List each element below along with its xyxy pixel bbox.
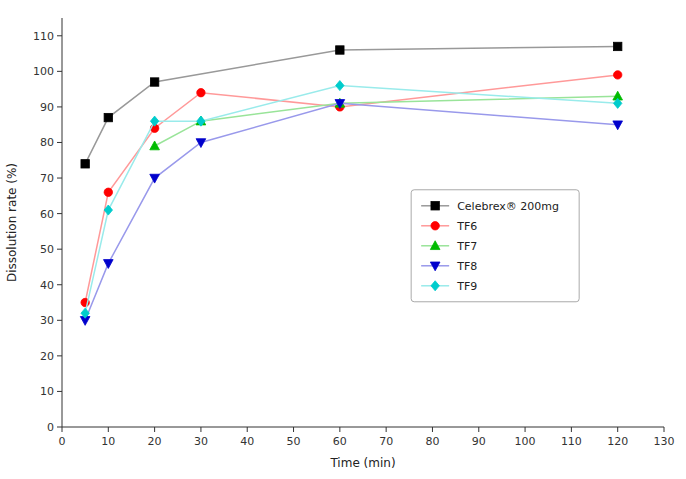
y-tick [57,249,62,250]
legend-marker [431,222,439,230]
x-tick-label: 110 [561,435,582,448]
x-tick [617,427,618,432]
point [197,116,205,126]
y-tick-label: 100 [33,65,54,78]
legend-marker [431,202,439,210]
x-tick [154,427,155,432]
legend-label: TF9 [456,280,477,293]
legend-label: TF7 [456,240,477,253]
point [104,113,112,121]
x-tick [247,427,248,432]
y-tick [57,178,62,179]
legend-label: TF8 [456,260,477,273]
series-line [85,86,618,314]
legend-box [411,190,579,302]
y-tick [57,320,62,321]
y-tick-label: 70 [40,172,54,185]
y-tick-label: 40 [40,279,54,292]
point [196,139,206,148]
point [150,116,158,126]
point [150,174,160,183]
x-tick-label: 30 [194,435,208,448]
y-tick [57,213,62,214]
point [81,308,89,318]
legend-marker [430,262,440,271]
y-tick [57,284,62,285]
x-tick-label: 130 [654,435,675,448]
x-tick [386,427,387,432]
y-tick-label: 60 [40,208,54,221]
point [81,160,89,168]
x-tick-label: 100 [515,435,536,448]
x-tick [478,427,479,432]
x-tick [62,427,63,432]
point [197,88,205,96]
x-tick [571,427,572,432]
point [104,188,112,196]
y-tick-label: 10 [40,385,54,398]
point [613,71,621,79]
legend-label: TF6 [456,220,477,233]
y-tick [57,142,62,143]
x-tick [293,427,294,432]
x-tick [339,427,340,432]
x-tick-label: 90 [472,435,486,448]
point [150,78,158,86]
x-tick [664,427,665,432]
point [613,98,621,108]
y-tick [57,391,62,392]
x-tick [432,427,433,432]
x-tick [525,427,526,432]
point [336,46,344,54]
point [104,205,112,215]
x-axis-label: Time (min) [329,456,395,470]
x-tick-label: 60 [333,435,347,448]
legend-label: Celebrex® 200mg [457,200,559,213]
y-tick [57,35,62,36]
y-tick [57,106,62,107]
x-tick-label: 120 [607,435,628,448]
y-tick [57,355,62,356]
x-tick-label: 20 [148,435,162,448]
x-tick-label: 0 [59,435,66,448]
series-line [85,103,618,320]
y-tick-label: 80 [40,136,54,149]
y-tick-label: 30 [40,314,54,327]
x-tick-label: 10 [101,435,115,448]
point [150,141,160,150]
series-line [85,75,618,303]
legend-marker [431,281,439,291]
point [335,100,345,109]
x-tick [108,427,109,432]
y-tick [57,427,62,428]
y-tick-label: 110 [33,30,54,43]
point [613,42,621,50]
x-axis [62,427,664,428]
legend: Celebrex® 200mg TF6 TF7 TF8 TF9 [411,190,579,302]
legend-marker [430,241,440,250]
x-tick-label: 40 [240,435,254,448]
y-tick-label: 0 [47,421,54,434]
y-tick-label: 20 [40,350,54,363]
y-tick-label: 50 [40,243,54,256]
chart: 0 10 20 30 40 50 60 70 80 90 100 110 120 130 0 10 20 30 40… [0,0,686,479]
point [336,81,344,91]
y-tick-label: 90 [40,101,54,114]
y-axis-label: Dissolution rate (%) [5,163,19,282]
y-tick [57,71,62,72]
plot-area [80,42,622,325]
x-tick-label: 70 [379,435,393,448]
y-axis [62,18,63,427]
x-tick-label: 50 [287,435,301,448]
x-tick [200,427,201,432]
point [103,260,113,269]
point [613,121,623,130]
series-line [155,96,618,146]
x-tick-label: 80 [425,435,439,448]
